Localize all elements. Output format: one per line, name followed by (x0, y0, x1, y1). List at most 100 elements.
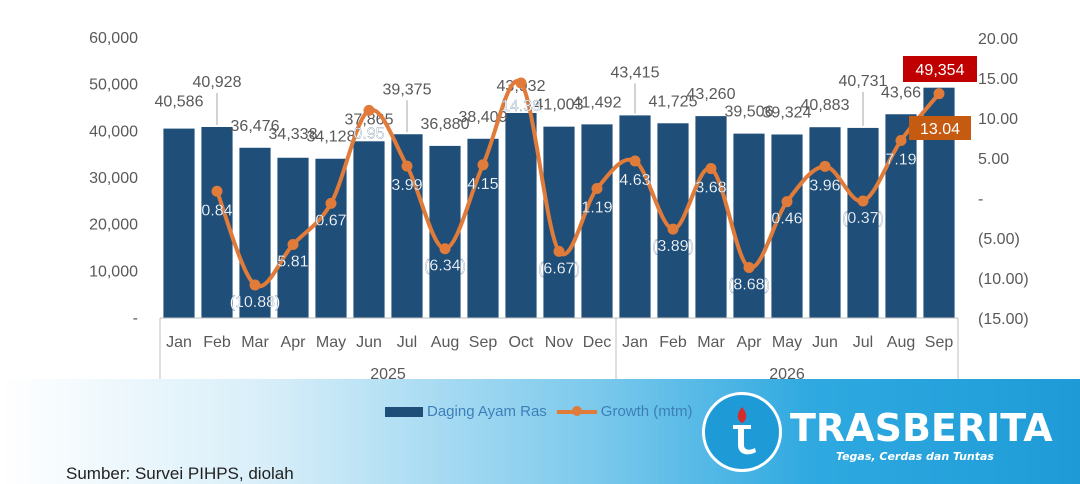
x-tick-label: Feb (203, 334, 231, 351)
y-right-tick-label: 10.00 (978, 111, 1018, 128)
growth-value-label: 0.46 (771, 211, 802, 228)
x-tick-label: Feb (659, 334, 687, 351)
y-left-tick-label: 50,000 (89, 77, 138, 94)
growth-value-label: (10.88) (230, 294, 281, 311)
x-tick-label: Sep (925, 334, 954, 351)
bar-value-label: 39,375 (383, 81, 432, 98)
bar-value-label: 36,476 (231, 118, 280, 135)
y-left-tick-label: 40,000 (89, 123, 138, 140)
bar (581, 124, 613, 318)
x-tick-label: Aug (887, 334, 915, 351)
bar-value-callout-box (903, 56, 977, 82)
bar (353, 141, 385, 318)
growth-point (211, 185, 223, 197)
growth-value-label: 0.84 (201, 202, 232, 219)
growth-value-label: 14.38 (501, 98, 541, 115)
x-tick-label: May (772, 334, 802, 351)
x-tick-label: Apr (737, 334, 763, 351)
growth-point (781, 196, 793, 208)
y-right-tick-label: (15.00) (978, 311, 1029, 328)
legend-label-line: Growth (mtm) (600, 403, 693, 420)
bar (809, 127, 841, 318)
growth-value-label: 5.81 (277, 253, 308, 270)
growth-point (477, 159, 489, 171)
source-note: Sumber: Survei PIHPS, diolah (66, 464, 294, 483)
growth-value-label: (3.89) (652, 238, 694, 255)
growth-value-label: 3.68 (695, 180, 726, 197)
growth-value-label: 13.04 (920, 121, 960, 138)
bar-value-label: 43,260 (687, 86, 736, 103)
bar-value-label: 39,506 (725, 104, 774, 121)
growth-point (515, 77, 527, 89)
bar (733, 133, 765, 318)
bar (847, 127, 879, 318)
growth-value-label: 0.67 (315, 212, 346, 229)
bar-value-label: 41,725 (649, 93, 698, 110)
year-group-label: 2025 (370, 366, 406, 380)
growth-point (553, 245, 565, 257)
x-tick-label: Jun (812, 334, 838, 351)
growth-point (629, 155, 641, 167)
logo-emblem-icon (702, 392, 782, 472)
bar-value-label: 40,731 (839, 73, 888, 90)
y-right-tick-label: 5.00 (978, 151, 1009, 168)
growth-point (895, 134, 907, 146)
bar (277, 157, 309, 318)
x-tick-label: Mar (241, 334, 269, 351)
bar-value-label: 34,338 (269, 126, 318, 143)
growth-point (325, 197, 337, 209)
bar-value-label: 41,492 (573, 94, 622, 111)
bar-value-label: 49,354 (916, 62, 965, 79)
y-left-tick-label: 60,000 (89, 30, 138, 47)
footer-banner (0, 379, 1080, 484)
growth-value-label: (8.68) (728, 276, 770, 293)
bar-value-label: 43,66 (881, 84, 921, 101)
x-tick-label: Apr (281, 334, 307, 351)
bar-value-label: 38,409 (459, 109, 508, 126)
growth-point (287, 238, 299, 250)
x-tick-label: Jan (166, 334, 192, 351)
growth-point (591, 182, 603, 194)
growth-point (743, 261, 755, 273)
growth-value-label: (0.37) (842, 210, 884, 227)
x-tick-label: May (316, 334, 346, 351)
legend: Daging Ayam Ras Growth (mtm) (385, 403, 692, 420)
x-tick-label: Nov (545, 334, 573, 351)
year-group-label: 2026 (769, 366, 805, 380)
growth-point (857, 195, 869, 207)
y-right-tick-label: - (978, 191, 983, 208)
growth-point (401, 160, 413, 172)
x-tick-label: Sep (469, 334, 498, 351)
logo-brand-text: TRASBERITA (790, 406, 1053, 450)
bar (619, 115, 651, 318)
legend-swatch-bar (385, 406, 423, 417)
logo-tagline: Tegas, Cerdas dan Tuntas (836, 450, 994, 463)
growth-point (667, 223, 679, 235)
growth-point (439, 243, 451, 255)
bar (163, 128, 195, 318)
bar-value-label: 40,928 (193, 74, 242, 91)
y-left-tick-label: 20,000 (89, 217, 138, 234)
growth-value-label: 4.63 (619, 172, 650, 189)
legend-label-bar: Daging Ayam Ras (427, 403, 547, 420)
legend-item-line: Growth (mtm) (556, 403, 693, 420)
growth-value-label: 3.96 (809, 177, 840, 194)
bar-value-label: 43,415 (611, 64, 660, 81)
bar-value-label: 34,128 (307, 129, 356, 146)
growth-point (819, 160, 831, 172)
brand-logo[interactable]: TRASBERITA Tegas, Cerdas dan Tuntas (702, 390, 1072, 478)
y-right-tick-label: (5.00) (978, 231, 1020, 248)
growth-point (249, 279, 261, 291)
chart: - 10,000 20,000 30,000 40,000 50,000 60,000 (15… (89, 30, 1029, 380)
legend-swatch-line (556, 405, 597, 416)
y-right-tick-label: 15.00 (978, 71, 1018, 88)
growth-value-callout-box (909, 116, 971, 140)
growth-point (363, 104, 375, 116)
x-tick-label: Dec (583, 334, 611, 351)
y-right-tick-label: (10.00) (978, 271, 1029, 288)
x-tick-label: Jun (356, 334, 382, 351)
growth-point (705, 163, 717, 175)
y-left-tick-label: - (133, 310, 138, 327)
growth-value-label: 4.15 (467, 176, 498, 193)
bar-value-label: 41,003 (535, 97, 584, 114)
